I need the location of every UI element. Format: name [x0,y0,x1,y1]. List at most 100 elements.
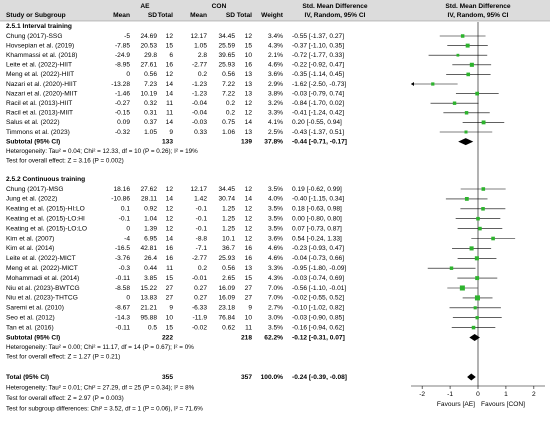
table-cell: -0.10 [-1.02, 0.82] [292,305,344,312]
study-marker [464,197,469,201]
table-cell: 12 [166,186,174,193]
table-cell: 4.3% [268,275,283,282]
study-marker [456,53,460,57]
table-cell: 95.88 [140,314,157,321]
study-name: Kim et al. (2014) [6,245,54,252]
table-cell: -2.77 [192,255,207,262]
table-cell: -0.40 [-1.15, 0.34] [292,196,344,203]
table-cell: -1.46 [115,90,130,97]
table-cell: -0.04 [-0.73, 0.66] [292,255,344,262]
table-cell: -0.11 [115,324,130,331]
table-cell: -2.77 [192,62,207,69]
study-name: Saremi et al. (2010) [6,305,64,312]
table-cell: 1.05 [144,129,157,136]
header-group: AE [140,3,150,10]
table-cell: 2.9% [268,81,283,88]
x-tick-label: 1 [504,391,508,398]
study-marker [449,266,454,270]
table-cell: 4.6% [268,62,283,69]
study-name: Kim et al. (2007) [6,235,54,242]
subgroup-title: 2.5.2 Continuous training [6,176,85,183]
summary-total: 222 [162,334,173,341]
study-marker [471,325,476,330]
table-cell: 12 [245,33,253,40]
study-marker [474,256,479,261]
table-cell: 4.3% [268,42,283,49]
table-cell: 0.37 [144,119,157,126]
study-marker [481,187,486,191]
table-cell: 0.92 [144,206,157,213]
table-cell: 16 [245,255,253,262]
table-cell: 12 [245,100,253,107]
table-cell: 0.07 [-0.73, 0.87] [292,225,342,232]
table-cell: 12 [245,110,253,117]
column-header: Total [158,12,173,19]
study-marker [491,236,495,241]
table-cell: 24.69 [140,33,157,40]
table-cell: 2.5% [268,129,283,136]
table-cell: 1.25 [222,215,235,222]
table-cell: -13.28 [111,81,130,88]
table-cell: 9 [169,129,173,136]
table-cell: 16.09 [218,295,235,302]
table-cell: 12 [245,225,253,232]
table-cell: 12 [245,215,253,222]
summary-ci: -0.24 [-0.39, -0.08] [292,374,347,381]
table-cell: -0.41 [-1.24, 0.42] [292,110,344,117]
table-cell: 2.8 [198,52,207,59]
header-group: CON [212,3,227,10]
table-cell: 7.22 [222,81,235,88]
table-cell: 15 [166,42,174,49]
table-cell: -8.8 [196,235,208,242]
study-marker [474,295,480,301]
study-name: Timmons et al. (2023) [6,129,70,136]
table-cell: -1.23 [192,81,207,88]
table-cell: 27.62 [140,186,157,193]
table-cell: 3.6% [268,235,283,242]
header-group: Std. Mean Difference [302,3,368,10]
table-cell: 0.54 [-0.24, 1.33] [292,235,342,242]
table-cell: 39.65 [218,52,235,59]
column-header: IV, Random, 95% CI [448,12,509,19]
summary-weight: 62.2% [264,334,283,341]
study-name: Nazari et al. (2020)-HIIT [6,81,77,88]
table-cell: -14.3 [115,314,130,321]
table-cell: 3.5% [268,206,283,213]
note: Test for overall effect: Z = 3.16 (P = 0… [6,157,124,164]
table-cell: 10 [166,314,174,321]
summary-label: Subtotal (95% CI) [6,138,60,145]
table-cell: 0 [126,71,130,78]
table-cell: 12 [245,235,253,242]
summary-total: 218 [241,334,252,341]
column-header: IV, Random, 95% CI [305,12,366,19]
table-cell: 16.09 [218,285,235,292]
study-name: Jung et al. (2022) [6,196,57,203]
table-cell: 27 [166,295,174,302]
table-cell: 1.05 [194,42,207,49]
table-cell: -7.85 [115,42,130,49]
summary-label: Total (95% CI) [6,374,49,381]
table-cell: 1.25 [222,206,235,213]
table-cell: 15.22 [140,285,157,292]
table-cell: 6.95 [144,235,157,242]
table-cell: 27 [245,285,253,292]
study-name: Racil et al. (2013)-HIIT [6,100,72,107]
table-cell: -0.03 [-0.79, 0.74] [292,90,344,97]
table-cell: 20.53 [140,42,157,49]
summary-total: 139 [241,138,252,145]
summary-ci: -0.44 [-0.71, -0.17] [292,138,347,145]
table-cell: 3.5% [268,186,283,193]
table-cell: 7.23 [144,81,157,88]
table-cell: 15 [166,275,174,282]
study-name: Racil et al. (2013)-MIIT [6,110,73,117]
table-cell: 0.31 [144,110,157,117]
table-cell: 15 [166,324,174,331]
table-cell: -0.37 [-1.10, 0.35] [292,42,344,49]
table-cell: -8.95 [115,62,130,69]
table-cell: 12 [166,225,174,232]
study-marker [431,82,435,86]
column-header: SD [148,12,157,19]
x-tick-label: 0 [476,391,480,398]
favours-label: Favours [CON] [481,401,525,408]
table-cell: 0.56 [144,71,157,78]
